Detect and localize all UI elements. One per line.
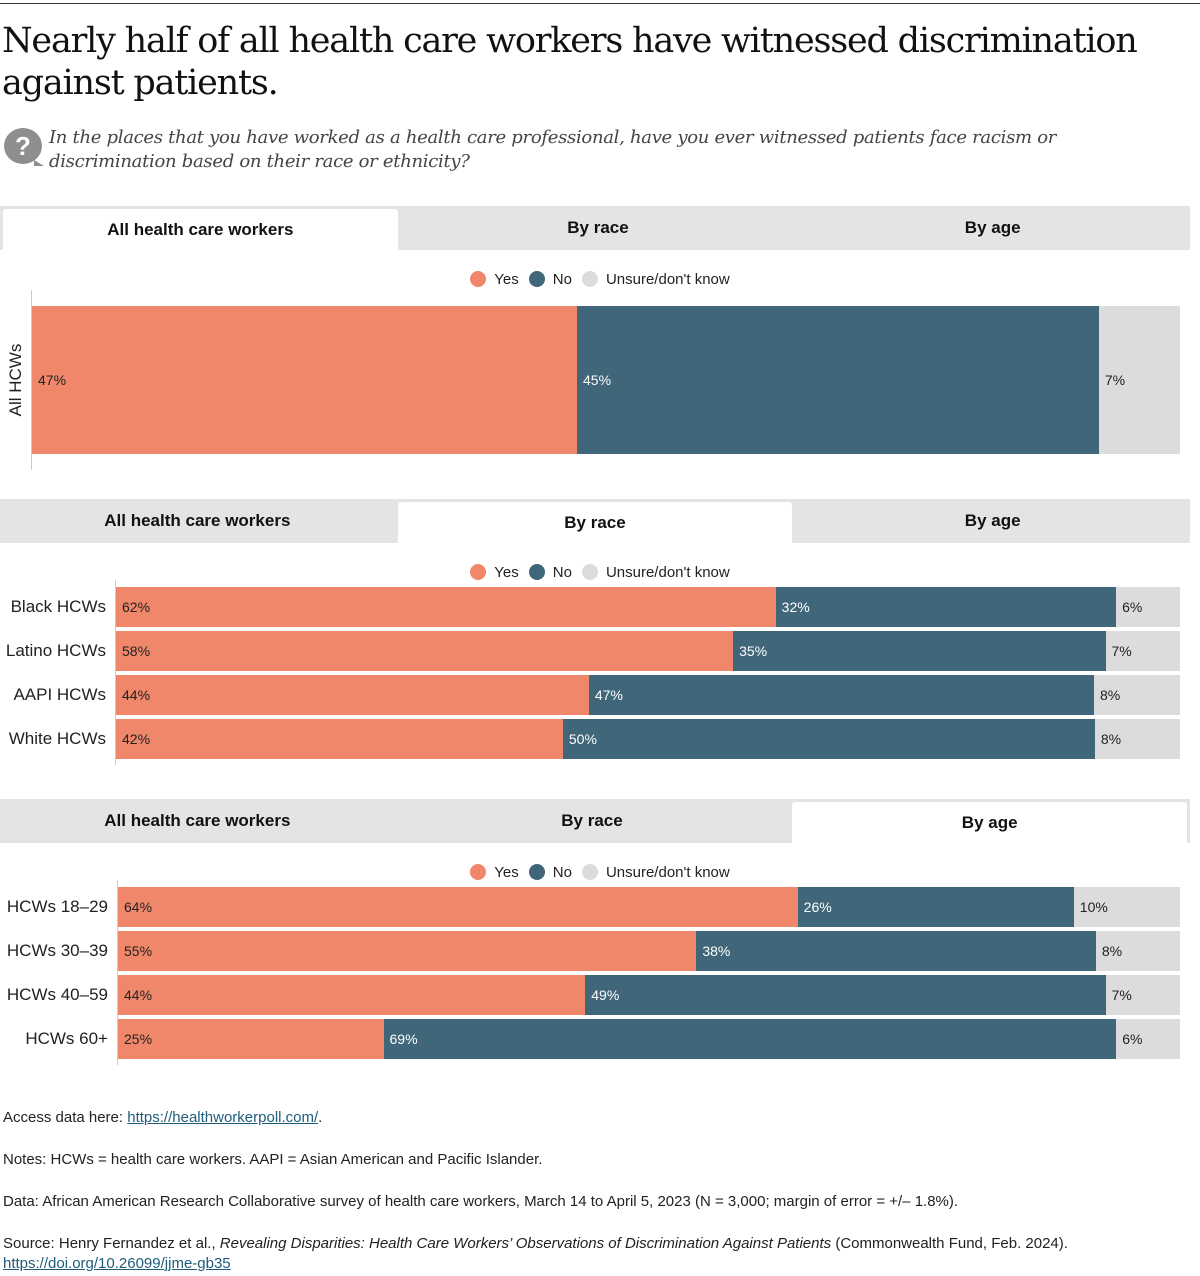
legend-swatch-2	[581, 564, 598, 581]
stacked-bar: 42% 50% 8%	[116, 719, 1180, 759]
bar-segment-no: 69%	[383, 1019, 1117, 1059]
bar-segment-unsure-don-t-know: 6%	[1116, 1019, 1180, 1059]
bar-segment-unsure-don-t-know: 6%	[1116, 587, 1180, 627]
legend: Yes No Unsure/don't know	[0, 863, 1190, 881]
legend-label: Unsure/don't know	[605, 563, 730, 581]
bar-segment-no: 49%	[585, 975, 1106, 1015]
bar-segment-unsure-don-t-know: 7%	[1098, 306, 1180, 454]
tab-bar: All health care workers By race By age	[0, 499, 1190, 543]
tab-bar: All health care workers By race By age	[0, 799, 1190, 843]
stacked-bar: 55% 38% 8%	[118, 931, 1180, 971]
category-label: Black HCWs	[10, 597, 106, 616]
legend-label: Unsure/don't know	[605, 863, 730, 881]
legend-swatch-0	[470, 271, 487, 288]
tab-by-age[interactable]: By age	[792, 802, 1188, 843]
bar-segment-no: 45%	[577, 306, 1099, 454]
bar-segment-no: 32%	[775, 587, 1117, 627]
legend-label: Yes	[494, 270, 519, 288]
tab-by-race[interactable]: By race	[561, 811, 623, 830]
bar-segment-yes: 64%	[118, 887, 798, 927]
legend-label: No	[552, 270, 572, 288]
tab-bar: All health care workers By race By age	[0, 206, 1190, 250]
category-label: White HCWs	[8, 729, 106, 748]
access-prefix: Access data here:	[3, 1109, 128, 1126]
bar-segment-no: 47%	[588, 675, 1094, 715]
bar-segment-yes: 62%	[116, 587, 776, 627]
question-bubble-icon: ?	[4, 128, 44, 166]
bar-segment-yes: 44%	[118, 975, 586, 1015]
bar-segment-unsure-don-t-know: 7%	[1105, 975, 1180, 1015]
bar-segment-unsure-don-t-know: 8%	[1095, 931, 1180, 971]
survey-question: In the places that you have worked as a …	[49, 127, 1057, 172]
tab-all-health-care-workers[interactable]: All health care workers	[104, 811, 291, 830]
stacked-bar: 44% 47% 8%	[116, 675, 1180, 715]
stacked-bar: 58% 35% 7%	[116, 631, 1180, 671]
bar-segment-yes: 25%	[118, 1019, 384, 1059]
legend: Yes No Unsure/don't know	[0, 270, 1190, 288]
legend-label: No	[552, 563, 572, 581]
bar-segment-yes: 44%	[116, 675, 589, 715]
category-label: HCWs 60+	[25, 1029, 108, 1048]
axis-line	[31, 290, 32, 470]
top-rule	[0, 3, 1200, 4]
bar-segment-unsure-don-t-know: 7%	[1105, 631, 1180, 671]
legend-swatch-1	[528, 271, 545, 288]
category-label: HCWs 30–39	[6, 941, 108, 960]
axis-line	[115, 580, 116, 765]
legend-swatch-1	[528, 864, 545, 881]
tab-by-age[interactable]: By age	[964, 218, 1021, 237]
bar-segment-no: 35%	[733, 631, 1106, 671]
legend-swatch-2	[581, 864, 598, 881]
category-label: Latino HCWs	[5, 641, 106, 660]
axis-line	[117, 880, 118, 1065]
legend: Yes No Unsure/don't know	[0, 563, 1190, 581]
category-label: AAPI HCWs	[13, 685, 106, 704]
legend-swatch-0	[470, 564, 487, 581]
source-prefix: Source: Henry Fernandez et al.,	[3, 1235, 220, 1252]
bar-segment-yes: 42%	[116, 719, 563, 759]
source-note: Source: Henry Fernandez et al., Revealin…	[3, 1234, 1198, 1274]
bar-segment-unsure-don-t-know: 8%	[1094, 675, 1180, 715]
access-data-line: Access data here: https://healthworkerpo…	[3, 1109, 1198, 1126]
category-label: HCWs 18–29	[6, 897, 108, 916]
stacked-bar: 62% 32% 6%	[116, 587, 1180, 627]
legend-swatch-2	[581, 271, 598, 288]
tab-by-race[interactable]: By race	[567, 218, 629, 237]
source-title: Revealing Disparities: Health Care Worke…	[219, 1235, 832, 1252]
bar-segment-yes: 55%	[118, 931, 697, 971]
legend-label: Yes	[494, 563, 519, 581]
page-title: Nearly half of all health care workers h…	[2, 21, 1138, 103]
access-suffix: .	[318, 1109, 323, 1126]
bar-segment-no: 26%	[797, 887, 1074, 927]
bar-segment-unsure-don-t-know: 10%	[1073, 887, 1180, 927]
legend-swatch-1	[528, 564, 545, 581]
bar-segment-unsure-don-t-know: 8%	[1094, 719, 1180, 759]
data-note: Data: African American Research Collabor…	[3, 1193, 959, 1210]
stacked-bar: 44% 49% 7%	[118, 975, 1180, 1015]
legend-swatch-0	[470, 864, 487, 881]
access-data-link[interactable]: https://healthworkerpoll.com/	[127, 1109, 319, 1126]
tab-by-age[interactable]: By age	[964, 511, 1021, 530]
stacked-bar: 25% 69% 6%	[118, 1019, 1180, 1059]
stacked-bar: 64% 26% 10%	[118, 887, 1180, 927]
legend-label: No	[552, 863, 572, 881]
stacked-bar: 47% 45% 7%	[32, 306, 1180, 454]
bar-segment-no: 38%	[696, 931, 1096, 971]
bar-segment-yes: 58%	[116, 631, 734, 671]
doi-link[interactable]: https://doi.org/10.26099/jjme-gb35	[3, 1255, 231, 1272]
category-label: HCWs 40–59	[6, 985, 108, 1004]
tab-by-race[interactable]: By race	[397, 502, 793, 543]
legend-label: Yes	[494, 863, 519, 881]
tab-all-health-care-workers[interactable]: All health care workers	[104, 511, 291, 530]
category-label: All HCWs	[6, 343, 25, 417]
bar-segment-yes: 47%	[32, 306, 577, 454]
bar-segment-no: 50%	[562, 719, 1095, 759]
source-suffix: (Commonwealth Fund, Feb. 2024).	[831, 1235, 1068, 1252]
notes: Notes: HCWs = health care workers. AAPI …	[3, 1151, 543, 1168]
legend-label: Unsure/don't know	[605, 270, 730, 288]
tab-all-health-care-workers[interactable]: All health care workers	[3, 209, 398, 250]
